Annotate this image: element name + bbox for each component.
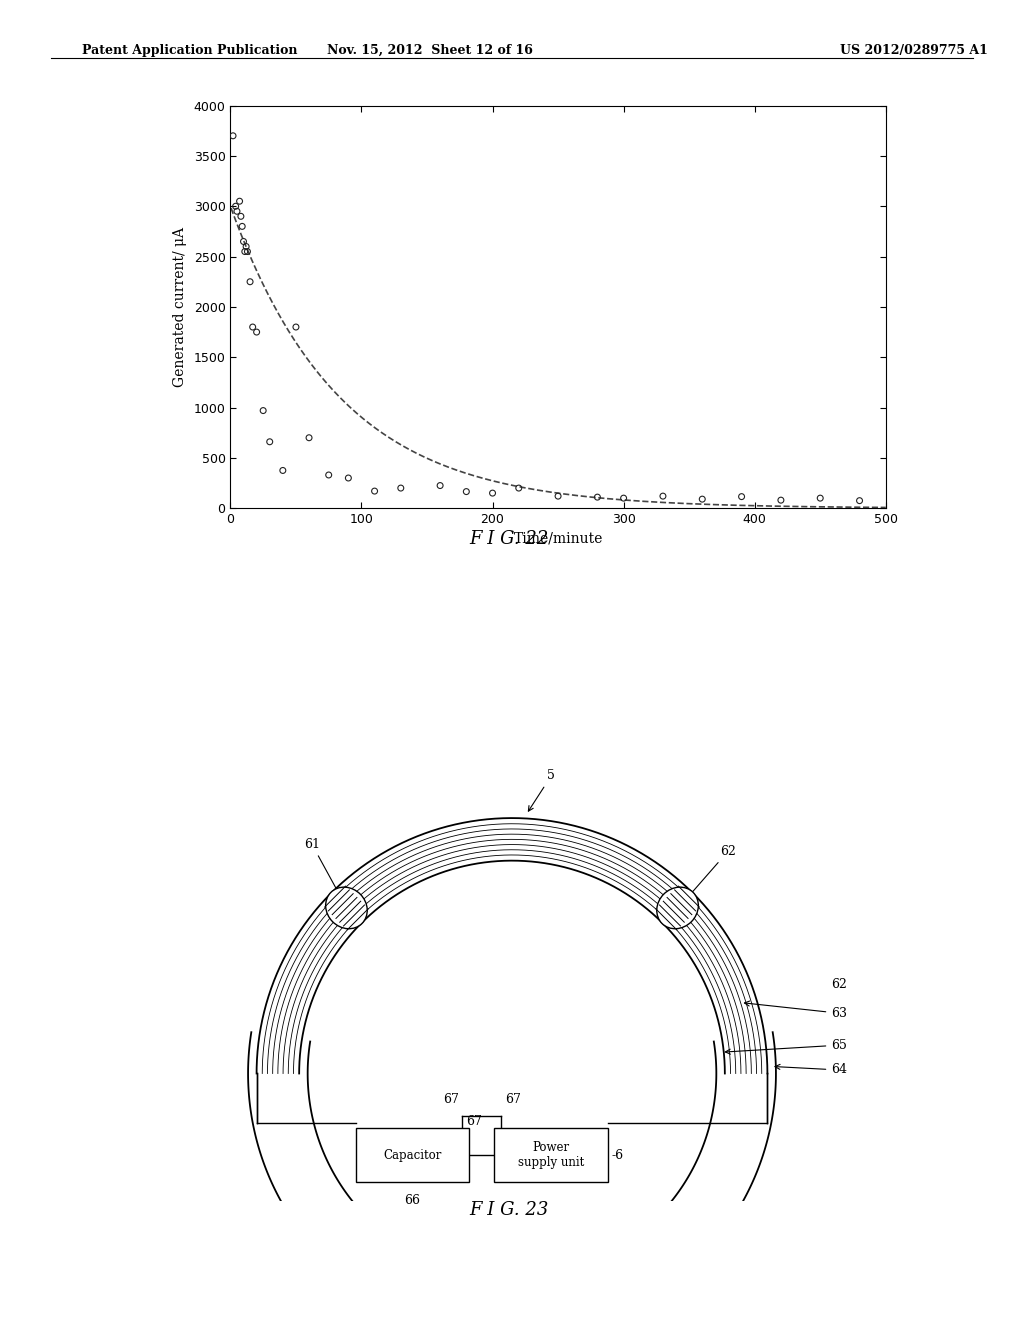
Point — [245, 317, 261, 338]
Point — [812, 487, 828, 508]
Point — [301, 428, 317, 449]
Point — [733, 486, 750, 507]
Text: F I G. 23: F I G. 23 — [469, 1201, 549, 1220]
Point — [392, 478, 409, 499]
Point — [240, 242, 256, 263]
Text: 63: 63 — [744, 1001, 847, 1020]
Point — [228, 201, 245, 222]
Ellipse shape — [326, 887, 368, 929]
Point — [238, 236, 254, 257]
Point — [694, 488, 711, 510]
Point — [340, 467, 356, 488]
Point — [227, 195, 244, 216]
Point — [225, 125, 242, 147]
Point — [242, 271, 258, 292]
Point — [484, 483, 501, 504]
Ellipse shape — [656, 887, 698, 929]
Point — [255, 400, 271, 421]
Text: 65: 65 — [725, 1039, 847, 1055]
Text: 64: 64 — [775, 1064, 847, 1077]
Point — [274, 459, 291, 480]
Text: 62: 62 — [687, 845, 736, 898]
Point — [432, 475, 449, 496]
Point — [654, 486, 671, 507]
Point — [249, 322, 265, 343]
Text: 67: 67 — [466, 1115, 481, 1127]
Bar — [356, 1129, 469, 1181]
Text: F I G. 22: F I G. 22 — [469, 529, 549, 548]
Y-axis label: Generated current/ μA: Generated current/ μA — [173, 227, 186, 387]
Point — [288, 317, 304, 338]
Point — [589, 487, 605, 508]
Point — [231, 190, 248, 211]
Text: -6: -6 — [611, 1148, 624, 1162]
Text: 67: 67 — [443, 1093, 459, 1106]
Bar — [495, 1129, 608, 1181]
Text: 67: 67 — [505, 1093, 521, 1106]
Point — [615, 487, 632, 508]
Text: Patent Application Publication: Patent Application Publication — [82, 44, 297, 57]
Text: Capacitor: Capacitor — [383, 1148, 442, 1162]
Point — [851, 490, 867, 511]
Text: 5: 5 — [528, 770, 555, 812]
Point — [236, 231, 252, 252]
Text: 61: 61 — [304, 838, 341, 898]
Point — [261, 432, 278, 453]
Point — [234, 216, 251, 238]
Text: Nov. 15, 2012  Sheet 12 of 16: Nov. 15, 2012 Sheet 12 of 16 — [327, 44, 534, 57]
X-axis label: Time/minute: Time/minute — [513, 532, 603, 545]
Text: 62: 62 — [831, 978, 847, 991]
Point — [773, 490, 790, 511]
Point — [458, 480, 474, 502]
Text: US 2012/0289775 A1: US 2012/0289775 A1 — [840, 44, 987, 57]
Text: 66: 66 — [404, 1195, 420, 1208]
Point — [550, 486, 566, 507]
Point — [367, 480, 383, 502]
Point — [237, 242, 253, 263]
Point — [232, 206, 249, 227]
Point — [511, 478, 527, 499]
Point — [321, 465, 337, 486]
Text: Power
supply unit: Power supply unit — [518, 1140, 584, 1170]
